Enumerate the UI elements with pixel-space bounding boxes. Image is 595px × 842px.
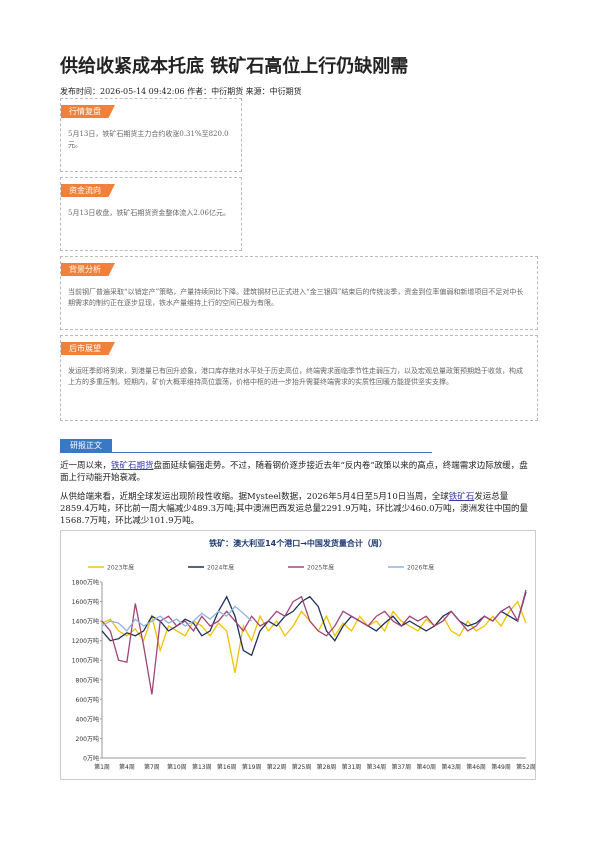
- y-tick-label: 800万吨: [76, 676, 99, 684]
- y-tick-label: 1600万吨: [72, 598, 99, 606]
- y-tick-label: 1200万吨: [72, 637, 99, 645]
- x-tick-label: 第49周: [491, 763, 511, 771]
- x-tick-label: 第19周: [242, 763, 262, 771]
- x-tick-label: 第16周: [217, 763, 237, 771]
- meta: 发布时间：2026-05-14 09:42:06 作者：中衍期货 来源：中衍期货: [60, 87, 302, 96]
- legend-label: 2025年度: [307, 564, 334, 572]
- section-text: 当前钢厂普遍采取“以销定产”策略，产量持续同比下降。建筑钢材已正式进入“金三银四…: [68, 288, 524, 307]
- x-tick-label: 第52周: [516, 763, 536, 771]
- y-tick-label: 1000万吨: [72, 657, 99, 665]
- x-tick-label: 第1周: [94, 763, 110, 771]
- section: 资金流向 5月13日收盘，铁矿石期货资金整体流入2.06亿元。: [60, 177, 242, 251]
- section: 背景分析当前钢厂普遍采取“以销定产”策略，产量持续同比下降。建筑钢材已正式进入“…: [60, 256, 538, 330]
- y-tick-label: 0万吨: [83, 755, 99, 763]
- x-tick-label: 第37周: [391, 763, 411, 771]
- text: 盘面延续偏强走势。不过，随着钢价逐步接近去年“反内卷”政策以来的高点，终端需求边…: [60, 461, 528, 483]
- legend-label: 2023年度: [107, 564, 134, 572]
- paragraph: 近一周以来，铁矿石期货盘面延续偏强走势。不过，随着钢价逐步接近去年“反内卷”政策…: [60, 460, 535, 484]
- x-tick-label: 第46周: [466, 763, 486, 771]
- section-text: 5月13日收盘，铁矿石期货资金整体流入2.06亿元。: [68, 209, 230, 217]
- y-tick-label: 200万吨: [76, 735, 99, 743]
- legend-label: 2024年度: [207, 564, 234, 572]
- section-text: 5月13日，铁矿石期货主力合约收涨0.31%至820.0元。: [68, 130, 229, 149]
- x-tick-label: 第25周: [292, 763, 312, 771]
- section-text: 发运旺季即将到来，到港量已有回升迹象，港口库存绝对水平处于历史高位，终端需求面临…: [68, 367, 523, 386]
- title: 供给收紧成本托底 铁矿石高位上行仍缺刚需: [60, 56, 409, 77]
- divider: [60, 452, 432, 453]
- body-tag: 研报正文: [60, 439, 112, 452]
- link[interactable]: 铁矿石: [448, 492, 475, 502]
- y-tick-label: 1800万吨: [72, 579, 99, 587]
- x-tick-label: 第22周: [267, 763, 287, 771]
- paragraph: 从供给端来看，近期全球发运出现阶段性收缩。据Mysteel数据，2026年5月4…: [60, 491, 535, 527]
- text: 近一周以来，: [60, 461, 112, 471]
- section-tag: 行情复盘: [61, 105, 115, 118]
- text: 从供给端来看，近期全球发运出现阶段性收缩。据Mysteel数据，2026年5月4…: [60, 492, 449, 502]
- series-line: [101, 605, 253, 632]
- x-tick-label: 第4周: [119, 763, 135, 771]
- section: 后市展望发运旺季即将到来，到港量已有回升迹象，港口库存绝对水平处于历史高位，终端…: [60, 335, 538, 421]
- section-tag: 资金流向: [61, 184, 115, 197]
- y-tick-label: 1400万吨: [72, 618, 99, 626]
- chart: 铁矿：澳大利亚14个港口→中国发货量合计（周） 0万吨 200万吨 400万吨 600…: [60, 530, 536, 780]
- x-tick-label: 第7周: [144, 763, 160, 771]
- chart-frame: [60, 530, 536, 780]
- y-tick-label: 400万吨: [76, 715, 99, 723]
- legend-label: 2026年度: [407, 564, 434, 572]
- section-tag: 背景分析: [61, 263, 115, 276]
- x-tick-label: 第28周: [317, 763, 337, 771]
- section: 行情复盘 5月13日，铁矿石期货主力合约收涨0.31%至820.0元。: [60, 98, 242, 172]
- chart-title: 铁矿：澳大利亚14个港口→中国发货量合计（周）: [209, 538, 387, 548]
- x-tick-label: 第34周: [367, 763, 387, 771]
- text: 发运总量2859.4万吨，环比前一周大幅减少489.3万吨;其中澳洲巴西发运总量…: [60, 492, 529, 526]
- x-tick-label: 第31周: [342, 763, 362, 771]
- y-tick-label: 600万吨: [76, 696, 99, 704]
- x-tick-label: 第13周: [192, 763, 212, 771]
- x-tick-label: 第40周: [416, 763, 436, 771]
- x-tick-label: 第43周: [441, 763, 461, 771]
- section-tag: 后市展望: [61, 342, 115, 355]
- link[interactable]: 铁矿石期货: [111, 461, 154, 471]
- x-tick-label: 第10周: [167, 763, 187, 771]
